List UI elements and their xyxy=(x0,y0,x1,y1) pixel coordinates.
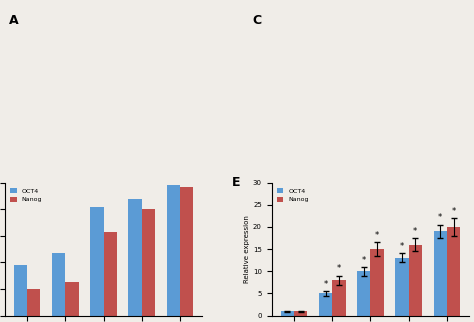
Bar xyxy=(319,293,332,316)
Bar xyxy=(294,311,307,316)
Bar xyxy=(395,258,409,316)
Text: *: * xyxy=(375,231,379,240)
Bar xyxy=(357,271,370,316)
Bar xyxy=(65,282,79,316)
Text: E: E xyxy=(232,176,241,189)
Text: *: * xyxy=(438,213,442,223)
Bar xyxy=(90,206,104,316)
Bar xyxy=(128,199,142,316)
Text: A: A xyxy=(9,14,19,27)
Text: *: * xyxy=(362,256,366,265)
Text: *: * xyxy=(337,264,341,273)
Text: *: * xyxy=(400,242,404,251)
Y-axis label: Relative expression: Relative expression xyxy=(244,215,250,283)
Bar xyxy=(447,227,460,316)
Bar xyxy=(434,231,447,316)
Text: *: * xyxy=(451,207,456,216)
Bar xyxy=(332,280,346,316)
Bar xyxy=(281,311,294,316)
Bar xyxy=(142,209,155,316)
Bar xyxy=(14,265,27,316)
Legend: OCT4, Nanog: OCT4, Nanog xyxy=(8,186,45,205)
Bar xyxy=(370,249,384,316)
Bar xyxy=(52,253,65,316)
Text: *: * xyxy=(413,227,418,236)
Legend: OCT4, Nanog: OCT4, Nanog xyxy=(275,186,311,205)
Text: C: C xyxy=(253,14,262,27)
Bar xyxy=(409,245,422,316)
Bar xyxy=(167,185,180,316)
Bar xyxy=(27,289,40,316)
Bar xyxy=(104,232,117,316)
Bar xyxy=(180,186,193,316)
Text: *: * xyxy=(323,280,328,289)
